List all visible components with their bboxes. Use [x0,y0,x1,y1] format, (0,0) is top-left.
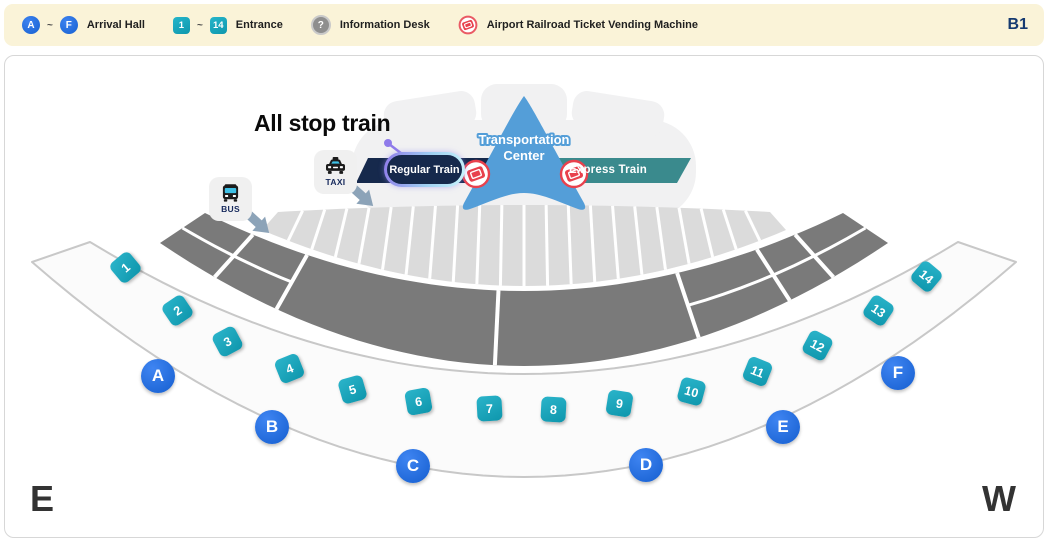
bus-label: BUS [221,204,240,214]
arrival-hall-marker-A: A [141,359,175,393]
range-separator: ~ [47,19,53,31]
arrival-hall-marker-B: B [255,410,289,444]
ticket-vending-icon [461,159,491,189]
transportation-center-shape [462,96,586,210]
entrance-marker-8: 8 [539,395,567,423]
floor-indicator: B1 [1007,16,1028,33]
baggage-hall-band [160,213,888,366]
range-separator: ~ [196,19,203,31]
ticket-vending-icon [559,159,589,189]
compass-west: W [982,478,1016,519]
entrance-marker-7: 7 [475,394,503,422]
transportation-center-label-line2: Center [503,148,544,163]
information-desk-label: Information Desk [339,19,430,31]
entrance-label: Entrance [235,19,283,31]
taxi-icon [323,157,348,176]
ticket-vending-label: Airport Railroad Ticket Vending Machine [486,19,699,31]
arrival-hall-end-badge: F [59,16,78,34]
information-desk-icon: ? [310,15,331,35]
entrance-marker-9: 9 [604,388,634,418]
arrival-hall-marker-F: F [881,356,915,390]
entrance-end-badge: 14 [209,16,227,34]
arrival-hall-start-badge: A [22,16,40,34]
legend-bar: A ~ F Arrival Hall 1 ~ 14 Entrance ? Inf… [4,4,1044,46]
ticket-vending-icon [458,15,478,35]
compass-east: E [30,478,55,519]
bus-icon [219,184,242,203]
regular-train-label: Regular Train [387,155,462,184]
entrance-start-badge: 1 [172,16,190,34]
arrival-hall-marker-E: E [766,410,800,444]
transportation-center-label-line1: Transportation [478,132,569,147]
express-train-label: Express Train [568,164,648,176]
regular-train-pill: Regular Train [384,152,465,187]
taxi-stand-marker: TAXI [314,150,357,194]
arrival-hall-marker-D: D [629,448,663,482]
bus-stop-marker: BUS [209,177,252,221]
arrival-hall-label: Arrival Hall [86,19,145,31]
arrival-hall-marker-C: C [396,449,430,483]
entrance-marker-6: 6 [403,386,433,416]
callout-dot [384,139,392,147]
taxi-label: TAXI [325,177,346,187]
all-stop-train-callout: All stop train [254,110,391,136]
